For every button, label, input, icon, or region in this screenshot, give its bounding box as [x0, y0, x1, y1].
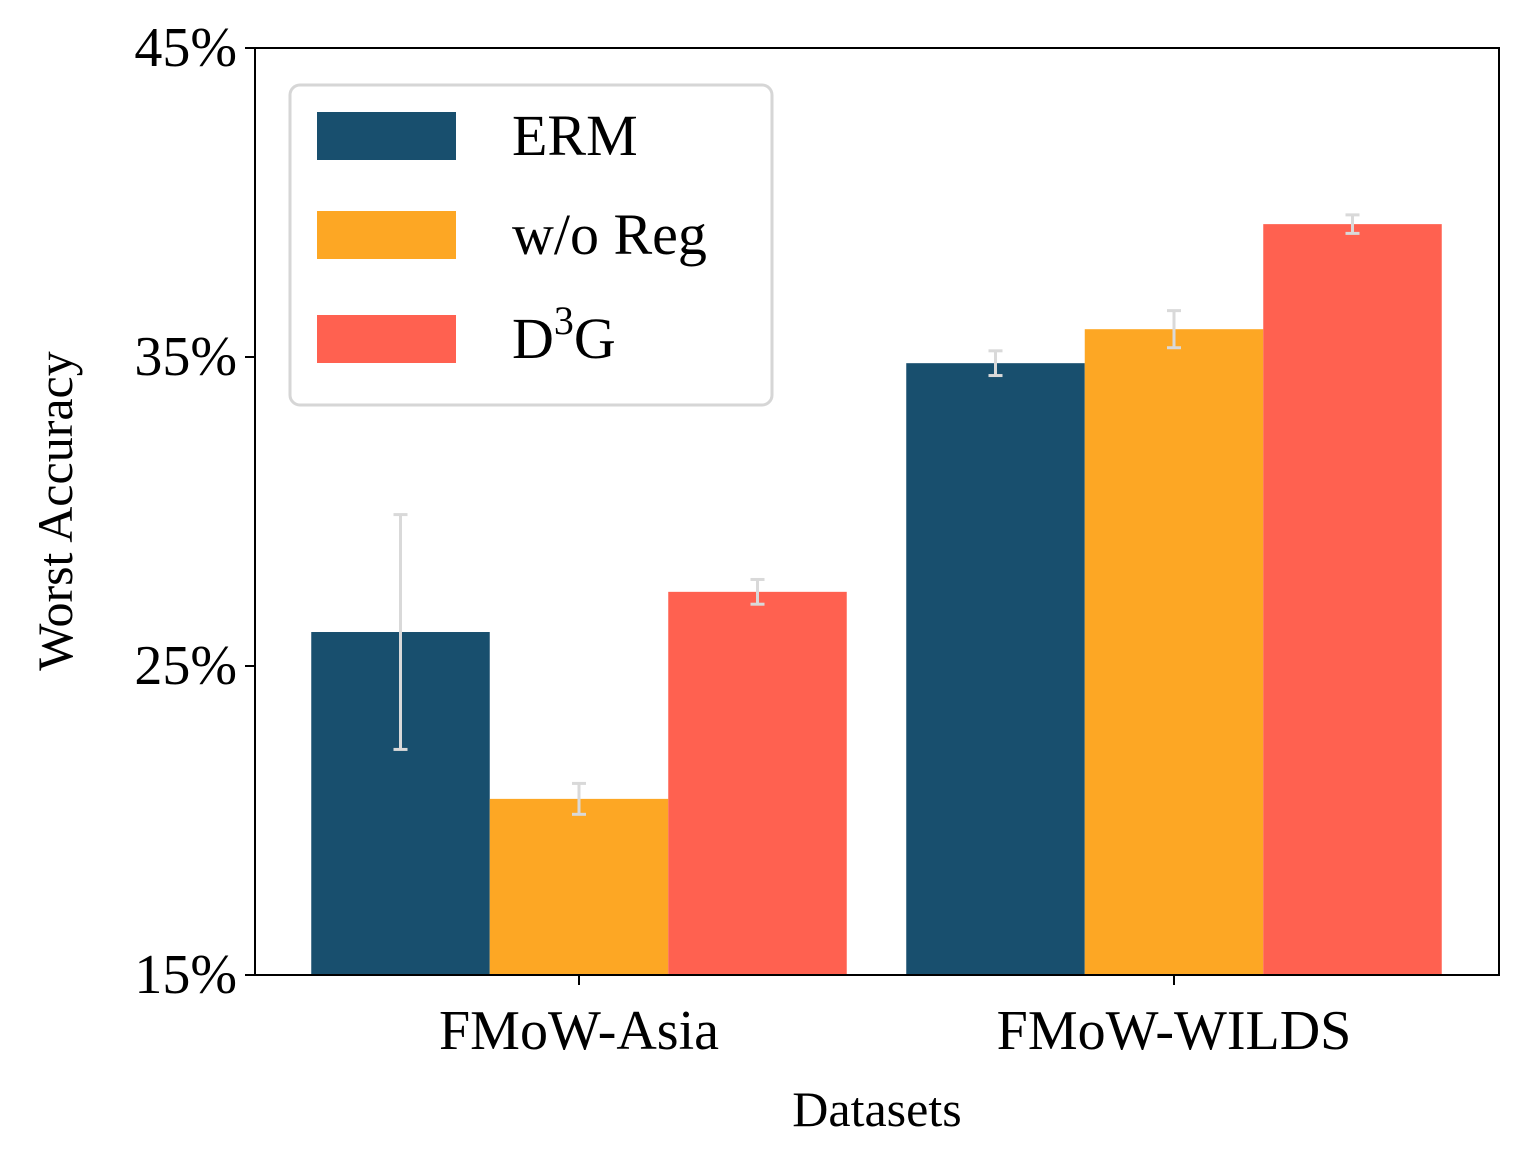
legend-swatch-d3g [317, 315, 456, 363]
error-bar-w-o-reg-fmow-wilds [1167, 309, 1181, 350]
y-axis: 15% 25% 35% 45% [134, 17, 255, 1006]
bar-d3g-fmow-asia [668, 591, 847, 975]
bar-w-o-reg-fmow-wilds [1084, 329, 1264, 975]
error-bar-d3g-fmow-asia [750, 577, 765, 606]
y-axis-label: Worst Accuracy [27, 351, 83, 670]
y-tick-label-45: 45% [134, 17, 237, 79]
error-bar-erm-fmow-asia [393, 513, 408, 751]
error-bar-d3g-fmow-wilds [1345, 213, 1360, 235]
legend-label-erm: ERM [512, 103, 638, 168]
y-tick-label-35: 35% [134, 326, 237, 388]
y-tick-label-15: 15% [134, 944, 237, 1006]
legend-label-d3g: D3G [512, 298, 616, 371]
bar-w-o-reg-fmow-asia [489, 798, 669, 975]
legend-label-w-o-reg: w/o Reg [512, 202, 707, 267]
x-tick-label-fmow-wilds: FMoW-WILDS [997, 1000, 1352, 1062]
bars-layer [311, 224, 1442, 975]
legend-swatch-erm [317, 112, 456, 160]
x-axis-label: Datasets [792, 1081, 961, 1137]
legend-swatch-w-o-reg [317, 211, 456, 259]
x-tick-label-fmow-asia: FMoW-Asia [439, 1000, 719, 1062]
bar-erm-fmow-wilds [906, 363, 1085, 975]
plot-frame [254, 47, 1500, 976]
error-bar-w-o-reg-fmow-asia [572, 781, 586, 816]
error-bar-erm-fmow-wilds [988, 349, 1003, 378]
bar-d3g-fmow-wilds [1263, 224, 1442, 975]
y-tick-label-25: 25% [134, 635, 237, 697]
x-axis: FMoW-Asia FMoW-WILDS [439, 975, 1351, 1062]
legend: ERM w/o Reg D3G [288, 83, 774, 407]
error-bars-layer [393, 213, 1360, 816]
